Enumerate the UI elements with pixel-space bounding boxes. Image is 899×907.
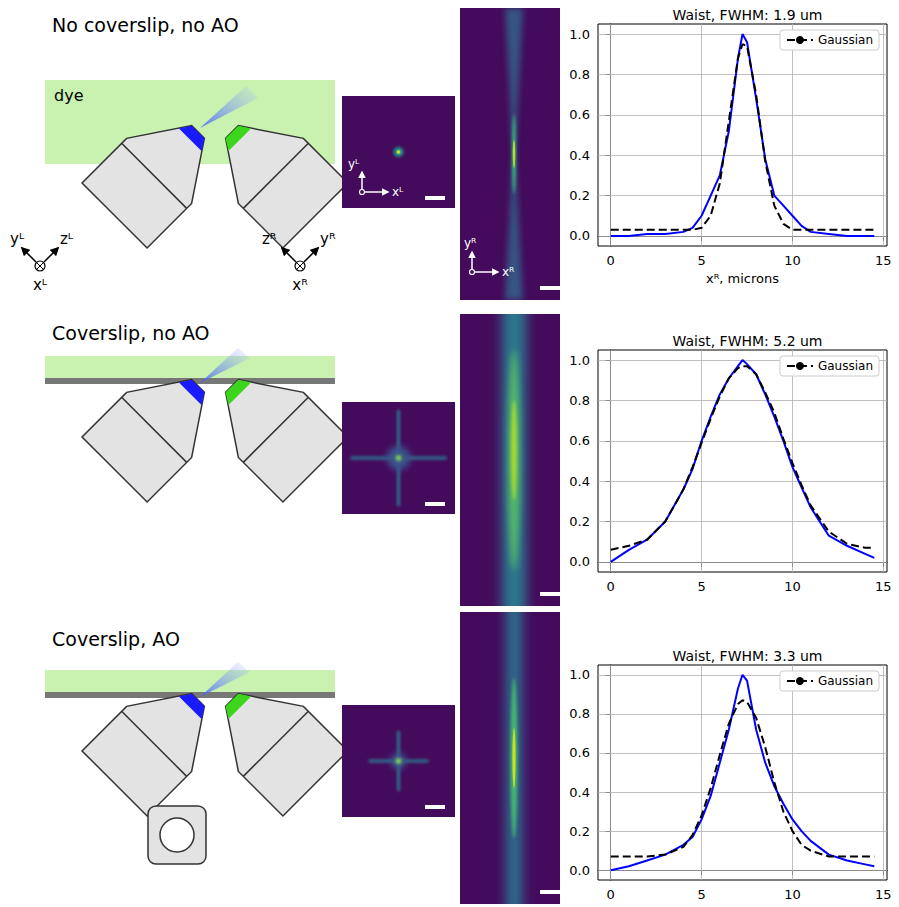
svg-text:Gaussian: Gaussian: [818, 674, 873, 688]
svg-text:5: 5: [697, 579, 705, 594]
svg-text:5: 5: [697, 887, 705, 902]
svg-text:10: 10: [784, 887, 801, 902]
svg-text:0.0: 0.0: [569, 554, 590, 569]
svg-text:xᴸ: xᴸ: [392, 185, 404, 199]
svg-text:0.0: 0.0: [569, 863, 590, 878]
svg-text:0.2: 0.2: [569, 514, 590, 529]
svg-text:0.8: 0.8: [569, 706, 590, 721]
svg-text:yᴸ: yᴸ: [10, 230, 25, 248]
svg-text:xᴿ: xᴿ: [502, 265, 515, 279]
svg-text:yᴸ: yᴸ: [348, 157, 360, 171]
svg-text:10: 10: [784, 579, 801, 594]
svg-text:1.0: 1.0: [569, 667, 590, 682]
svg-text:zᴿ: zᴿ: [262, 230, 277, 248]
svg-text:xᴸ: xᴸ: [33, 276, 48, 294]
svg-text:yᴿ: yᴿ: [320, 230, 336, 248]
svg-text:0.8: 0.8: [569, 393, 590, 408]
svg-text:0.6: 0.6: [569, 107, 590, 122]
svg-text:0.8: 0.8: [569, 67, 590, 82]
svg-text:xᴿ, microns: xᴿ, microns: [706, 271, 779, 286]
svg-text:Gaussian: Gaussian: [818, 359, 873, 373]
svg-text:0.2: 0.2: [569, 188, 590, 203]
svg-text:0: 0: [607, 887, 615, 902]
svg-text:0: 0: [607, 253, 615, 268]
svg-text:1.0: 1.0: [569, 353, 590, 368]
svg-text:0.4: 0.4: [569, 474, 590, 489]
svg-text:15: 15: [875, 253, 892, 268]
svg-text:0.4: 0.4: [569, 785, 590, 800]
svg-text:Coverslip, AO: Coverslip, AO: [52, 628, 180, 650]
svg-text:Waist, FWHM: 3.3 um: Waist, FWHM: 3.3 um: [673, 648, 823, 664]
svg-text:0.0: 0.0: [569, 228, 590, 243]
svg-text:zᴸ: zᴸ: [60, 230, 74, 248]
svg-text:Coverslip, no AO: Coverslip, no AO: [52, 322, 210, 344]
svg-text:1.0: 1.0: [569, 27, 590, 42]
svg-text:0.4: 0.4: [569, 148, 590, 163]
svg-text:0.6: 0.6: [569, 433, 590, 448]
svg-text:xᴿ: xᴿ: [292, 276, 308, 294]
svg-text:15: 15: [875, 887, 892, 902]
svg-text:Gaussian: Gaussian: [818, 33, 873, 47]
svg-text:0.2: 0.2: [569, 824, 590, 839]
svg-text:Waist, FWHM: 1.9 um: Waist, FWHM: 1.9 um: [673, 7, 823, 23]
svg-text:dye: dye: [54, 86, 83, 105]
svg-text:5: 5: [697, 253, 705, 268]
svg-text:Waist, FWHM: 5.2 um: Waist, FWHM: 5.2 um: [673, 333, 823, 349]
svg-text:0.6: 0.6: [569, 745, 590, 760]
svg-text:0: 0: [607, 579, 615, 594]
svg-text:yᴿ: yᴿ: [464, 236, 477, 250]
svg-text:10: 10: [784, 253, 801, 268]
svg-text:15: 15: [875, 579, 892, 594]
svg-text:No coverslip, no AO: No coverslip, no AO: [52, 14, 239, 36]
